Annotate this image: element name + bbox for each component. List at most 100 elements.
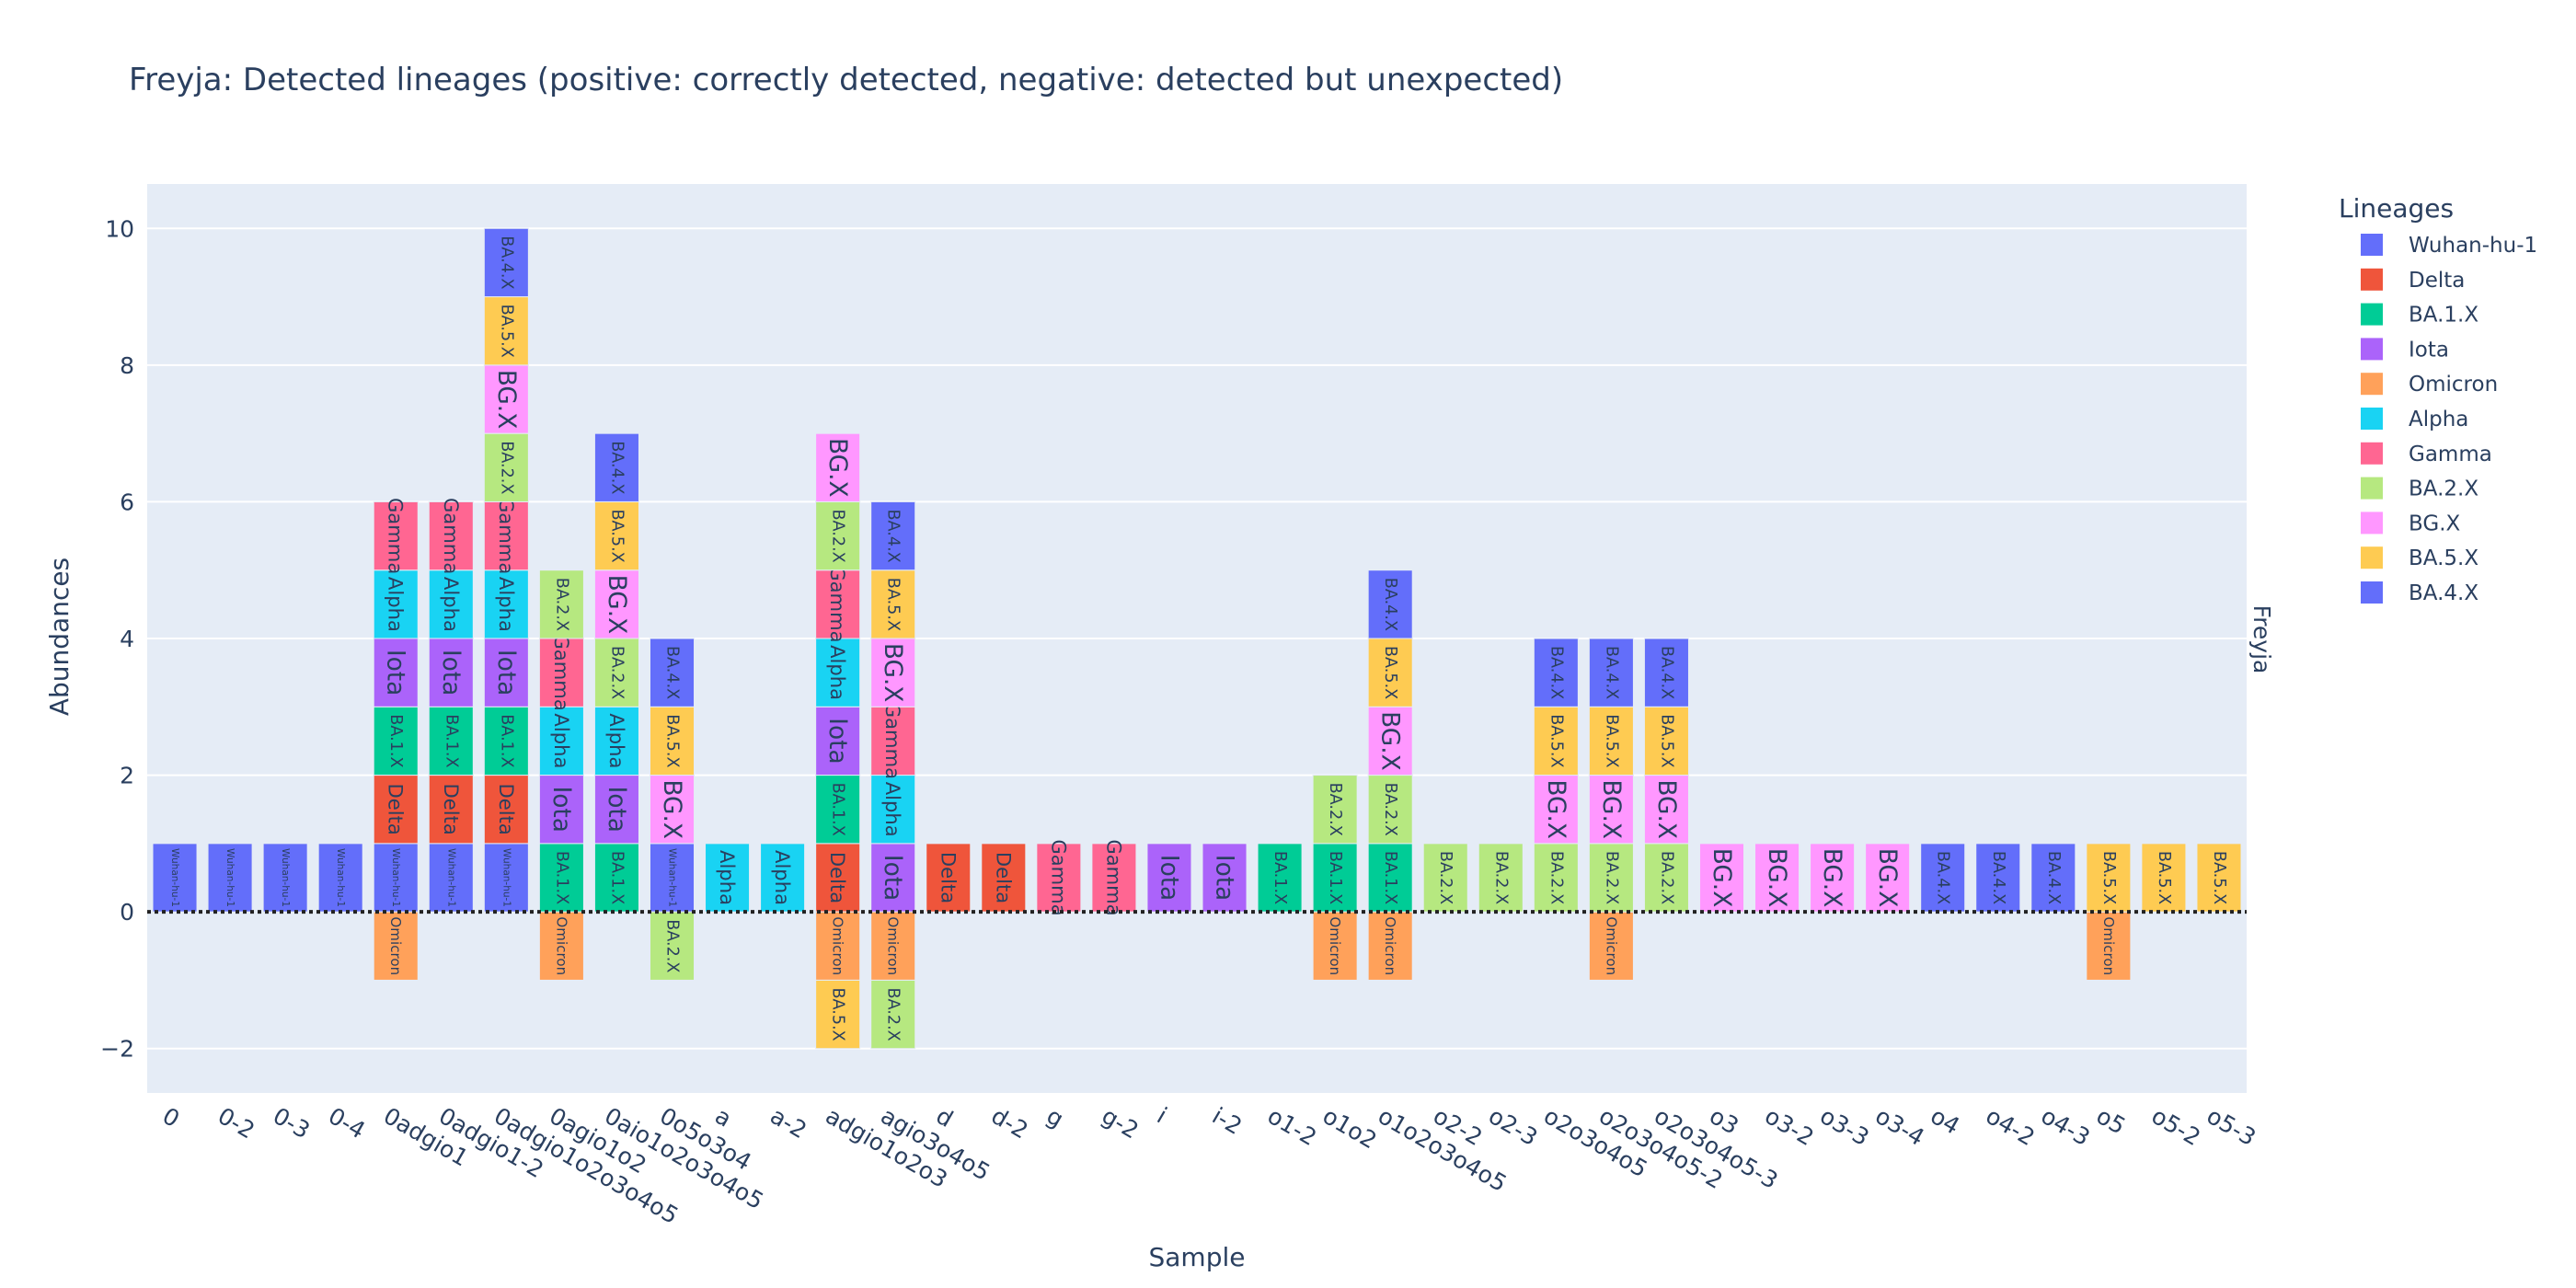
bar-segment [981, 843, 1027, 913]
bar-segment [1920, 843, 1966, 913]
bar-segment-label: Gamma [385, 498, 408, 574]
bar-segment [1975, 843, 2021, 913]
y-tick-label: 10 [105, 215, 134, 242]
bar-segment-label: Wuhan-hu-1 [390, 848, 401, 907]
bar-segment-label: BA.2.X [1326, 783, 1344, 836]
bar-segment [1588, 638, 1634, 707]
bar-segment [870, 706, 916, 776]
bar-segment-label: BA.2.X [497, 441, 515, 494]
bar-segment [593, 432, 639, 502]
x-tick-label: o1o2 [1318, 1102, 1382, 1154]
legend-swatch [2361, 338, 2383, 361]
bar-segment-label: BG.X [603, 575, 631, 635]
bar-segment [870, 569, 916, 639]
bar-segment [815, 569, 861, 639]
bar-segment-label: BA.5.X [1381, 646, 1399, 699]
bar-segment-label: BA.2.X [1436, 851, 1455, 904]
bar-segment-label: BA.5.X [497, 305, 515, 358]
bar-segment [2086, 911, 2132, 981]
bar-segment-label: Wuhan-hu-1 [280, 848, 291, 907]
bar-segment-label: Iota [879, 855, 907, 901]
x-tick-label: i [1153, 1102, 1172, 1129]
bar-segment-label: BG.X [492, 370, 521, 430]
x-tick-label: o3-2 [1760, 1102, 1818, 1151]
bar-segment [2086, 843, 2132, 913]
bar-segment-label: BA.5.X [607, 509, 626, 562]
legend-entry: BA.2.X [2409, 477, 2478, 501]
bar-segment-label: Omicron [2100, 916, 2117, 975]
bar-segment-label: BA.2.X [1657, 851, 1675, 904]
y-tick-label: 6 [120, 489, 134, 515]
bar-segment [815, 979, 861, 1050]
bar-segment-label: BA.4.X [1989, 851, 2007, 904]
bar-segment-label: BA.5.X [884, 578, 903, 631]
bar-segment-label: Gamma [1047, 839, 1070, 915]
bar-segment-label: Delta [440, 784, 463, 835]
bar-segment-label: BA.2.X [1547, 851, 1565, 904]
x-tick-label: o5 [2092, 1102, 2131, 1140]
bar-segment [538, 911, 584, 981]
bar-segment [649, 638, 696, 707]
bar-segment-label: Iota [1211, 855, 1239, 901]
bar-segment [2030, 843, 2076, 913]
legend-swatch [2361, 234, 2383, 256]
bar-segment [428, 706, 474, 776]
x-axis-ticks: 0 0-2 0-3 0-4 0adgio10adgio1-20adgio1o2o3o4o… [158, 1102, 2260, 1229]
bar-segment [649, 911, 696, 981]
bar-segment-label: BG.X [879, 643, 907, 703]
legend-entry: Wuhan-hu-1 [2409, 234, 2537, 258]
x-tick-label: i-2 [1208, 1102, 1247, 1140]
legend-swatch [2361, 373, 2383, 396]
bar-segment-label: BA.5.X [1547, 714, 1565, 767]
x-tick-label: 0-2 [213, 1102, 259, 1144]
bar-segment-label: BG.X [1708, 848, 1736, 908]
bar-segment [373, 843, 419, 913]
x-tick-label: o3-4 [1870, 1102, 1928, 1151]
bar-segment-label: Iota [603, 786, 631, 832]
legend: Lineages Wuhan-hu-1 Delta BA.1.X Iota Omicro… [2339, 193, 2537, 605]
bar-segment-label: Omicron [1327, 916, 1343, 975]
bar-segment [428, 638, 474, 707]
y-axis-ticks: −2 0 2 4 6 8 10 [100, 215, 134, 1062]
legend-entry: BA.5.X [2409, 546, 2478, 570]
y-tick-label: 4 [120, 626, 134, 652]
bar-segment [593, 843, 639, 913]
bar-segment [1367, 706, 1413, 776]
legend-entry: BG.X [2409, 512, 2461, 535]
bar-segment [1588, 911, 1634, 981]
x-tick-label: o4-2 [1982, 1102, 2040, 1151]
bar-segment-label: BA.1.X [1271, 851, 1289, 904]
bar-segment [1257, 843, 1303, 913]
bar-segment-label: Wuhan-hu-1 [224, 848, 236, 907]
bar-segment-label: Omicron [1603, 916, 1619, 975]
legend-entry: Delta [2409, 269, 2465, 293]
bar-segment [538, 569, 584, 639]
bar-segment [373, 911, 419, 981]
y-tick-label: 8 [120, 352, 134, 379]
bar-segment-label: BG.X [1818, 848, 1846, 908]
bar-segment [870, 979, 916, 1050]
legend-swatch [2361, 442, 2383, 465]
bar-segment-label: Omicron [1382, 916, 1398, 975]
facet-label: Freyja [2248, 605, 2275, 674]
bar-segment-label: BA.2.X [607, 646, 626, 699]
bar-segment [760, 843, 806, 913]
bar-segment-label: BA.2.X [884, 987, 903, 1041]
x-tick-label: 0 [158, 1102, 184, 1133]
legend-items: Wuhan-hu-1 Delta BA.1.X Iota Omicron Alpha Gam… [2361, 234, 2537, 605]
bar-segment-label: Alpha [881, 782, 904, 837]
y-tick-label: 2 [120, 763, 134, 789]
bar-segment [1588, 775, 1634, 845]
x-tick-label: o2-3 [1484, 1102, 1542, 1151]
bar-segment-label: BA.1.X [829, 783, 847, 836]
bar-segment [1036, 843, 1082, 913]
bar-segment [262, 843, 308, 913]
y-axis-title: Abundances [44, 558, 75, 716]
x-tick-label: o1-2 [1263, 1102, 1321, 1151]
bar-segment [1810, 843, 1856, 913]
bar-segment [483, 706, 529, 776]
bar-segment [815, 432, 861, 502]
bar-segment [1202, 843, 1248, 913]
legend-swatch [2361, 546, 2383, 569]
bar-segment [593, 638, 639, 707]
